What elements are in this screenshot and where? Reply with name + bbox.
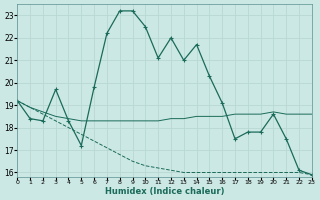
X-axis label: Humidex (Indice chaleur): Humidex (Indice chaleur) xyxy=(105,187,224,196)
